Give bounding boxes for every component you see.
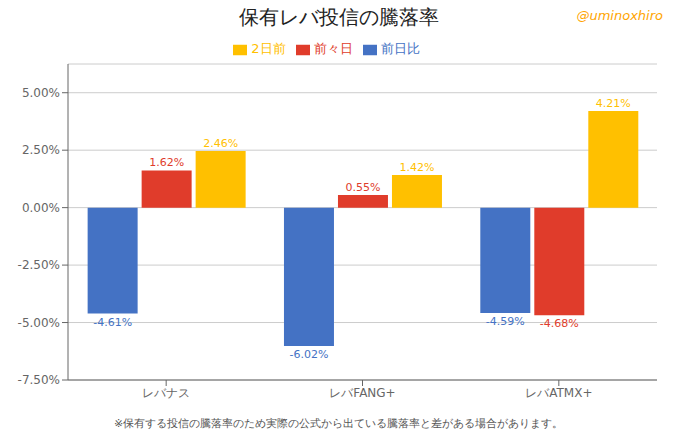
svg-text:-6.02%: -6.02% [290,348,329,361]
svg-text:2.50%: 2.50% [22,143,60,157]
html-text:前日比: 前日比 [380,41,420,56]
svg-text:レバATMX+: レバATMX+ [525,386,592,400]
html-text:前々日: 前々日 [313,41,353,56]
svg-text:-4.59%: -4.59% [486,315,525,328]
html-text:※保有する投信の騰落率のため実際の公式から出ている騰落率と差: ※保有する投信の騰落率のため実際の公式から出ている騰落率と差がある場合があります… [113,417,564,430]
svg-text:1.42%: 1.42% [399,161,434,174]
html-text:2日前: 2日前 [251,41,286,56]
svg-text:5.00%: 5.00% [22,86,60,100]
svg-text:0.55%: 0.55% [345,181,380,194]
svg-text:-4.61%: -4.61% [93,316,132,329]
svg-text:-5.00%: -5.00% [18,316,60,330]
svg-text:0.00%: 0.00% [22,201,60,215]
html-text:保有レバ投信の騰落率: 保有レバ投信の騰落率 [238,5,439,29]
svg-text:-2.50%: -2.50% [18,258,60,272]
html-text:@uminoxhiro: @uminoxhiro [576,8,663,23]
svg-text:レバFANG+: レバFANG+ [329,386,395,400]
svg-text:レバナス: レバナス [142,386,190,400]
svg-text:-7.50%: -7.50% [18,373,60,387]
svg-text:1.62%: 1.62% [149,156,184,169]
svg-text:-4.68%: -4.68% [540,317,579,330]
svg-text:4.21%: 4.21% [596,97,631,110]
svg-text:2.46%: 2.46% [203,137,238,150]
